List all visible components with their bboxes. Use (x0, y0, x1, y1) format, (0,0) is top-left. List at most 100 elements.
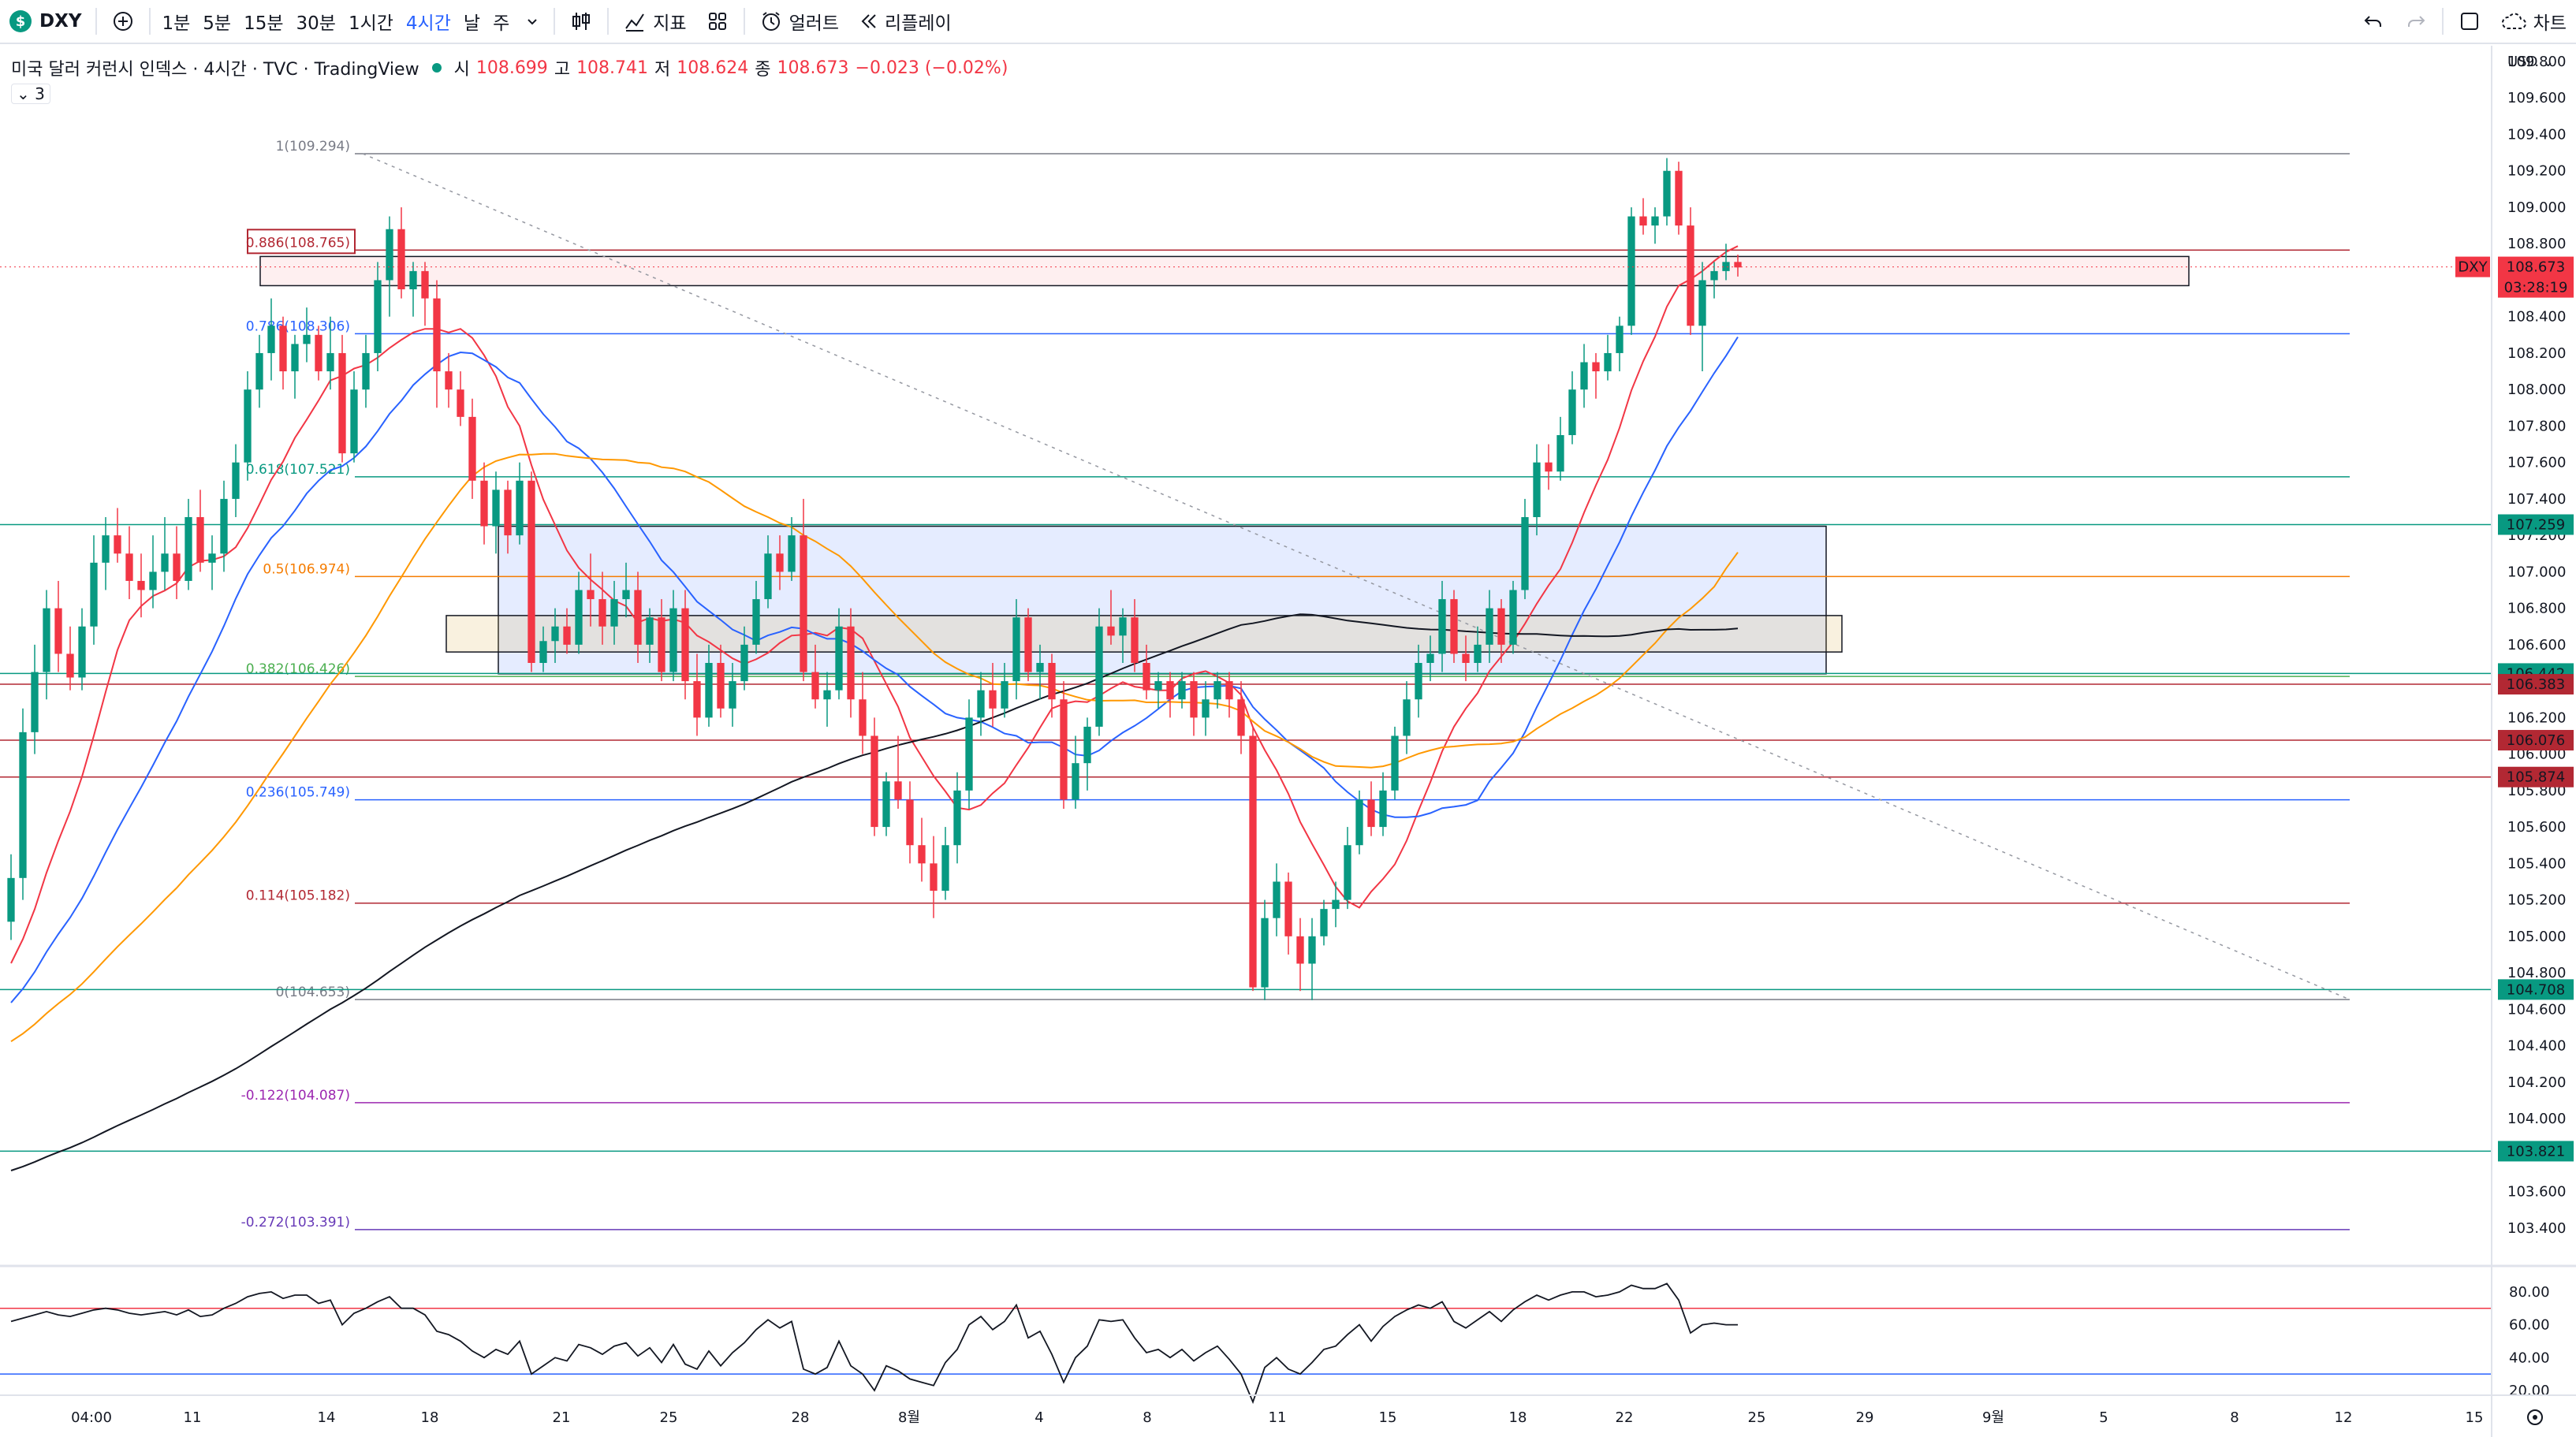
grid-icon (708, 13, 726, 30)
time-tick-label: 8 (2230, 1409, 2239, 1426)
candle (1213, 672, 1221, 709)
candle (315, 326, 322, 381)
timeframe-1[interactable]: 5분 (203, 13, 232, 34)
demand-zone-beige (445, 615, 1843, 653)
candle (244, 371, 252, 481)
candle-body (137, 580, 145, 590)
candle-body (362, 352, 370, 390)
candle-body (255, 352, 263, 390)
time-tick-label: 12 (2335, 1409, 2353, 1426)
candle-body (1048, 663, 1056, 700)
candle (232, 444, 240, 518)
candle-body (1024, 617, 1032, 672)
candle (1154, 672, 1162, 709)
chevron-down-icon (528, 19, 537, 25)
compare-button[interactable] (102, 0, 144, 43)
candle (54, 580, 62, 672)
time-tick-label: 15 (2466, 1409, 2484, 1426)
chart-layout-button[interactable]: 차트 (2491, 0, 2576, 43)
templates-button[interactable] (696, 0, 739, 43)
time-tick-label: 29 (1856, 1409, 1874, 1426)
chart-canvas[interactable]: 1(109.294) 0.886(108.765) 0.786(108.306) 0.… (0, 46, 2576, 1437)
undo-button[interactable] (2352, 0, 2395, 43)
horizontal-lines[interactable] (0, 523, 2492, 1152)
fullscreen-button[interactable] (2448, 0, 2491, 43)
timeframe-3[interactable]: 30분 (296, 13, 336, 34)
timeframe-6[interactable]: 날 (463, 13, 481, 34)
price-line-label: 103.821 (2498, 1141, 2574, 1162)
redo-icon (2407, 16, 2425, 27)
candle (1036, 644, 1044, 700)
candle-body (847, 626, 855, 700)
timeframe-dropdown[interactable] (516, 0, 549, 43)
trend-line-layer (362, 153, 2350, 1000)
candle-body (1450, 599, 1458, 654)
timeframe-7[interactable]: 주 (493, 13, 510, 34)
fib-level-label: 0.786(108.306) (246, 318, 350, 334)
replay-button[interactable]: 리플레이 (848, 0, 961, 43)
candle (894, 735, 902, 809)
candle-body (669, 608, 677, 672)
timeframe-5[interactable]: 4시간 (405, 13, 451, 34)
candle-body (1095, 626, 1103, 727)
price-label-text: 106.076 (2507, 732, 2565, 749)
symbol-search[interactable]: $ DXY (0, 0, 91, 43)
candle-body (894, 781, 902, 800)
price-tick-label: 109.800 (2507, 54, 2566, 70)
toolbar-divider (607, 8, 610, 35)
candle-body (1403, 699, 1411, 736)
rsi-line (10, 1283, 1738, 1405)
candlestick-icon (572, 13, 591, 30)
candle (1639, 198, 1647, 235)
candle (1131, 599, 1139, 672)
alerts-label: 얼러트 (788, 13, 840, 34)
price-label-background (2498, 730, 2574, 751)
candle (610, 580, 618, 645)
candle (740, 626, 748, 691)
candle-body (1249, 735, 1257, 988)
redo-button[interactable] (2395, 0, 2437, 43)
candle (1355, 790, 1363, 854)
candle-body (752, 599, 760, 645)
candle-body (1592, 362, 1600, 372)
price-axis[interactable]: 103.400103.600103.800104.000104.200104.4… (2507, 54, 2566, 1399)
timeframe-4[interactable]: 1시간 (348, 13, 393, 34)
time-tick-label: 4 (1035, 1409, 1043, 1426)
candle (634, 571, 642, 663)
candle-body (1131, 617, 1139, 663)
indicators-button[interactable]: 지표 (613, 0, 695, 43)
fib-retracement[interactable]: 1(109.294) 0.886(108.765) 0.786(108.306) 0.… (241, 139, 2350, 1230)
change-value: −0.023 (−0.02%) (855, 58, 1008, 78)
candle (551, 608, 559, 663)
candle-body (811, 672, 819, 700)
price-tick-label: 109.000 (2507, 199, 2566, 216)
timeframe-2[interactable]: 15분 (244, 13, 284, 34)
timeframe-0[interactable]: 1분 (162, 13, 191, 34)
alerts-button[interactable]: 얼러트 (750, 0, 848, 43)
candle (1379, 772, 1387, 836)
chart-area[interactable]: 1(109.294) 0.886(108.765) 0.786(108.306) 0.… (0, 46, 2576, 1437)
toolbar-divider (95, 8, 98, 35)
price-tick-label: 103.400 (2507, 1220, 2566, 1237)
candle (90, 535, 98, 645)
candle-body (480, 480, 488, 527)
candle-body (1154, 681, 1162, 691)
candle (326, 316, 334, 390)
time-tick-label: 11 (1269, 1409, 1287, 1426)
candle (717, 644, 725, 718)
price-label-background (2498, 979, 2574, 1000)
chart-type-button[interactable] (560, 0, 602, 43)
candle (1675, 162, 1683, 235)
candle-body (492, 490, 500, 527)
candles-layer (7, 158, 1742, 1000)
candle (1273, 863, 1281, 936)
candle-body (1213, 681, 1221, 700)
indicator-toggle[interactable]: ⌄ 3 (11, 84, 50, 104)
candle-body (1178, 681, 1186, 700)
candle-body (965, 717, 973, 791)
candle-body (102, 535, 110, 563)
candle-body (528, 480, 535, 663)
time-axis[interactable]: 04:00 11 14 18 21 25 28 8월 4 8 11 15 18 22 25 29 9월 5 8 12 1… (71, 1409, 2543, 1426)
candle (19, 708, 27, 900)
candle (1308, 918, 1316, 1000)
